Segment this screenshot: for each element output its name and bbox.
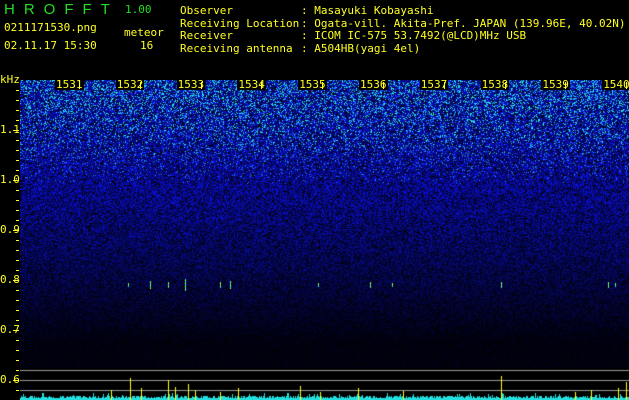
freq-tick [16,160,19,161]
freq-tick [13,280,19,281]
freq-tick [16,200,19,201]
time-label: 1540 [602,78,629,91]
freq-tick [16,140,19,141]
freq-label: 1.1 [0,123,20,136]
signal-level-strip [20,368,629,400]
freq-tick [16,170,19,171]
time-tick [565,82,567,89]
freq-tick [16,310,19,311]
time-tick [383,82,384,89]
freq-tick [16,270,19,271]
time-label: 1535 [298,78,327,91]
freq-tick [16,190,19,191]
freq-tick [16,240,19,241]
station-info: Observer: Masayuki Kobayashi Receiving L… [180,0,629,56]
freq-tick [16,110,19,111]
freq-tick [13,130,19,131]
freq-label: 0.7 [0,323,20,336]
time-label: 1534 [237,78,266,91]
time-label: 1531 [55,78,84,91]
time-tick [79,82,80,89]
spectrogram [20,80,629,370]
time-label: 1537 [419,78,449,91]
freq-tick [16,360,19,361]
freq-tick [16,250,19,251]
freq-tick [16,90,19,91]
time-tick [322,82,324,89]
time-tick [443,82,445,89]
freq-tick [16,260,19,261]
freq-unit: kHz [0,73,20,86]
time-label: 1538 [480,78,510,91]
app-version: 1.00 [125,3,152,16]
time-tick [504,82,506,89]
time-tick [261,82,263,89]
time-label: 1532 [115,78,145,91]
file-name: 0211171530.png [4,21,97,34]
freq-tick [16,290,19,291]
freq-tick [16,370,19,371]
freq-tick [13,380,19,381]
freq-tick [16,210,19,211]
info-antenna: Receiving antenna: A504HB(yagi 4el) [180,41,421,55]
freq-tick [13,180,19,181]
freq-tick [16,120,19,121]
info-receiver: Receiver: ICOM IC-575 53.7492(@LCD)MHz U… [180,29,527,42]
freq-label: 0.8 [0,273,20,286]
freq-tick [16,320,19,321]
freq-tick [16,150,19,151]
time-label: 1539 [541,78,570,91]
info-location: Receiving Location: Ogata-vill. Akita-Pr… [180,16,626,30]
datetime: 02.11.17 15:30 [4,39,97,52]
freq-tick [16,390,19,391]
freq-tick [16,340,19,341]
freq-tick [16,220,19,221]
meteor-count: 16 [140,39,154,52]
freq-label: 0.9 [0,223,20,236]
freq-label: 0.6 [0,373,20,386]
freq-tick [16,100,19,101]
freq-label: 1.0 [0,173,20,186]
freq-tick [16,350,19,351]
info-observer: Observer: Masayuki Kobayashi [180,4,434,17]
freq-tick [13,330,19,331]
time-label: 1533 [176,78,206,91]
freq-tick [13,230,19,231]
time-tick [200,82,202,89]
time-label: 1536 [359,78,388,91]
time-tick [139,82,141,89]
app-title: HROFFT [4,1,119,18]
meteor-label: meteor [124,26,164,39]
freq-tick [16,300,19,301]
time-tick [626,82,628,89]
